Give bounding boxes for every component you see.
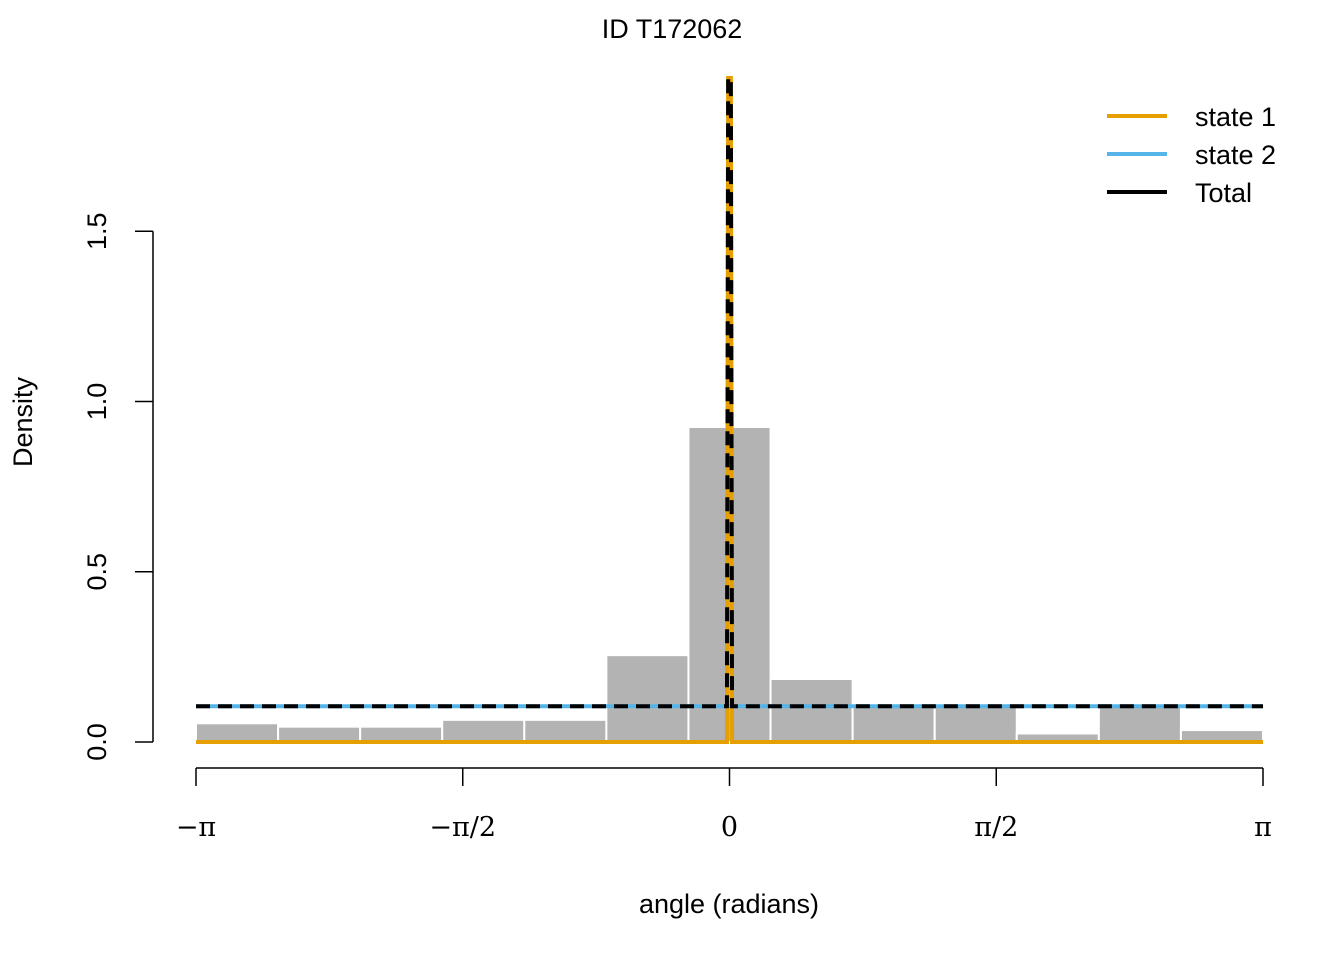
histogram-bar <box>1097 705 1182 743</box>
x-tick-label: π <box>1254 812 1272 843</box>
y-tick-label: 0.5 <box>82 553 112 591</box>
histogram-bar <box>359 725 444 744</box>
histogram-bar <box>277 725 362 744</box>
y-tick-label: 1.5 <box>82 212 112 250</box>
y-axis: 0.0 0.5 1.0 1.5 <box>82 212 154 761</box>
histogram-bar <box>687 426 772 743</box>
histogram-bar <box>195 722 280 743</box>
density-lines <box>196 76 1263 744</box>
x-tick-label: 0 <box>721 812 738 843</box>
legend: state 1 state 2 Total <box>1107 102 1276 208</box>
chart-title: ID T172062 <box>602 14 743 44</box>
x-axis-label: angle (radians) <box>639 889 819 919</box>
x-tick-label: −π/2 <box>429 812 496 843</box>
x-axis: −π −π/2 0 π/2 π <box>176 767 1272 843</box>
legend-label: Total <box>1195 178 1252 208</box>
y-tick-label: 1.0 <box>82 383 112 421</box>
histogram-bar <box>933 705 1018 743</box>
histogram-bar <box>605 654 690 744</box>
y-axis-label: Density <box>8 376 38 467</box>
histogram-bar <box>851 705 936 743</box>
histogram-bars <box>195 426 1264 744</box>
legend-label: state 2 <box>1195 140 1276 170</box>
histogram-bar <box>523 718 608 743</box>
y-tick-label: 0.0 <box>82 723 112 761</box>
histogram-bar <box>441 718 526 743</box>
x-tick-label: π/2 <box>974 812 1018 843</box>
x-tick-label: −π <box>176 812 216 843</box>
histogram-bar <box>769 678 854 743</box>
series-line-total <box>196 76 1263 709</box>
series-line-state-1 <box>196 76 1263 744</box>
legend-label: state 1 <box>1195 102 1276 132</box>
